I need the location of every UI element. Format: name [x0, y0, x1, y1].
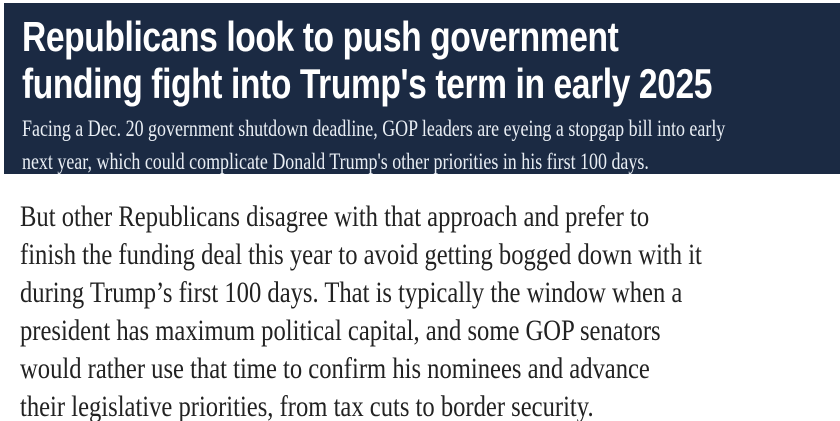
body-line-5: would rather use that time to confirm hi…: [20, 352, 650, 385]
dek-line-1: Facing a Dec. 20 government shutdown dea…: [22, 116, 726, 141]
body-line-4: president has maximum political capital,…: [20, 314, 661, 347]
body-line-3: during Trump’s first 100 days. That is t…: [20, 276, 683, 309]
headline-line-2: funding fight into Trump's term in early…: [22, 60, 713, 107]
article-header: Republicans look to push government fund…: [4, 3, 840, 174]
dek-line-2: next year, which could complicate Donald…: [22, 149, 649, 174]
headline: Republicans look to push government fund…: [22, 13, 713, 107]
body-line-2: finish the funding deal this year to avo…: [20, 238, 702, 271]
body-line-1: But other Republicans disagree with that…: [20, 200, 650, 233]
dek: Facing a Dec. 20 government shutdown dea…: [22, 112, 726, 174]
body-paragraph: But other Republicans disagree with that…: [20, 198, 702, 421]
body-line-6: their legislative priorities, from tax c…: [20, 390, 594, 421]
article-body: But other Republicans disagree with that…: [0, 174, 840, 421]
headline-line-1: Republicans look to push government: [22, 13, 619, 60]
